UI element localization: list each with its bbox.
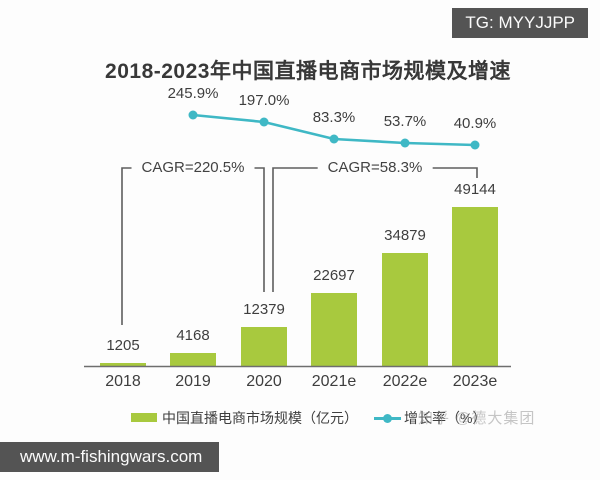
- bar-value-2019: 4168: [176, 327, 210, 344]
- bar-value-2021e: 22697: [313, 267, 355, 284]
- growth-label-2021e: 83.3%: [312, 109, 356, 126]
- bar-series-swatch: [131, 413, 157, 422]
- telegram-watermark-badge: TG: MYYJJPP: [452, 8, 588, 38]
- bar-value-2023e: 49144: [454, 181, 496, 198]
- growth-label-2020: 197.0%: [238, 92, 290, 109]
- x-axis-label-2018: 2018: [105, 373, 141, 390]
- x-axis-label-2020: 2020: [246, 373, 282, 390]
- legend-label-line: 增长率（%）: [404, 410, 487, 426]
- legend-label-bars: 中国直播电商市场规模（亿元）: [162, 410, 358, 426]
- website-watermark-badge: www.m-fishingwars.com: [0, 442, 219, 472]
- bar-2021e: [311, 293, 357, 367]
- zhihu-watermark: 知乎 @德大集团: [418, 410, 536, 427]
- line-series-dot-icon: [383, 414, 392, 423]
- growth-label-2019: 245.9%: [167, 85, 219, 102]
- bar-value-2018: 1205: [106, 337, 140, 354]
- x-axis-label-2022e: 2022e: [382, 373, 428, 390]
- chart-title: 2018-2023年中国直播电商市场规模及增速: [105, 60, 511, 83]
- growth-label-2022e: 53.7%: [383, 113, 427, 130]
- cagr-annotation-1: CAGR=220.5%: [131, 158, 255, 178]
- bar-value-2020: 12379: [243, 301, 285, 318]
- bar-value-2022e: 34879: [384, 227, 426, 244]
- bar-2023e: [452, 207, 498, 367]
- line-series-symbol: [374, 414, 401, 423]
- x-axis-label-2019: 2019: [175, 373, 211, 390]
- growth-label-2023e: 40.9%: [453, 115, 497, 132]
- cagr-annotation-2: CAGR=58.3%: [317, 158, 433, 178]
- bar-2019: [170, 353, 216, 367]
- x-axis-label-2021e: 2021e: [311, 373, 357, 390]
- bar-2018: [100, 363, 146, 367]
- bar-2020: [241, 327, 287, 367]
- bar-2022e: [382, 253, 428, 367]
- x-axis-label-2023e: 2023e: [452, 373, 498, 390]
